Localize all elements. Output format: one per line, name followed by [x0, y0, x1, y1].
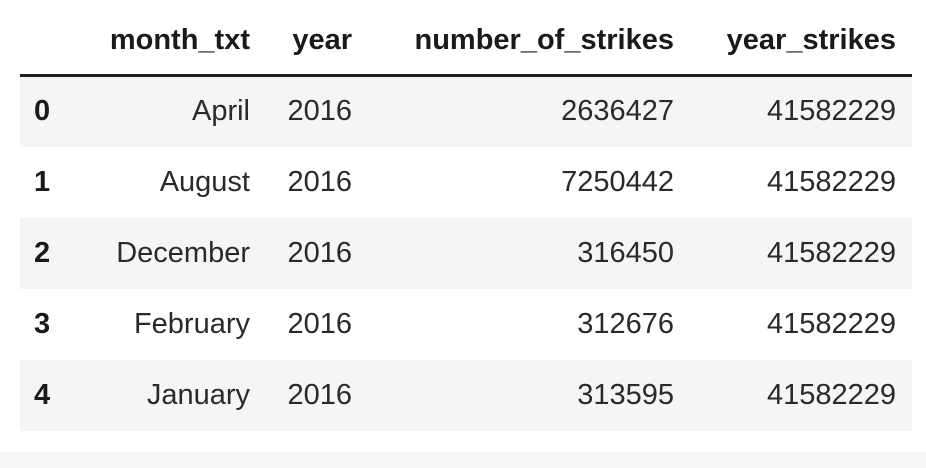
number-of-strikes-cell: 7250442 [561, 165, 674, 198]
table-row: 3 February 2016 312676 41582229 [20, 288, 912, 360]
year-cell: 2016 [287, 95, 352, 128]
column-header-number-of-strikes: number_of_strikes [368, 6, 690, 77]
year-cell: 2016 [287, 378, 352, 411]
year-cell: 2016 [287, 307, 352, 340]
month-cell: December [116, 236, 250, 269]
month-cell: February [133, 307, 250, 340]
row-index: 3 [34, 307, 51, 340]
number-of-strikes-cell: 316450 [577, 236, 674, 269]
table-row: 0 April 2016 2636427 41582229 [20, 75, 912, 147]
column-header-year: year [266, 6, 368, 77]
year-strikes-cell: 41582229 [766, 236, 896, 269]
column-header-year-strikes: year_strikes [690, 6, 912, 77]
number-of-strikes-cell: 312676 [577, 307, 674, 340]
year-strikes-cell: 41582229 [766, 95, 896, 128]
column-header-month-txt: month_txt [72, 6, 266, 77]
table-row: 1 August 2016 7250442 41582229 [20, 146, 912, 218]
table-body: 0 April 2016 2636427 41582229 1 August 2… [20, 75, 912, 431]
header-row: month_txt year number_of_strikes year_st… [20, 6, 912, 77]
year-cell: 2016 [287, 165, 352, 198]
table-header: month_txt year number_of_strikes year_st… [20, 6, 912, 77]
table-row: 2 December 2016 316450 41582229 [20, 217, 912, 289]
table-row: 4 January 2016 313595 41582229 [20, 359, 912, 431]
year-cell: 2016 [287, 236, 352, 269]
row-index: 1 [34, 165, 51, 198]
index-header [20, 6, 72, 77]
row-index: 2 [34, 236, 51, 269]
month-cell: April [191, 95, 250, 128]
number-of-strikes-cell: 313595 [577, 378, 674, 411]
number-of-strikes-cell: 2636427 [561, 95, 674, 128]
dataframe-table: month_txt year number_of_strikes year_st… [20, 6, 912, 431]
year-strikes-cell: 41582229 [766, 378, 896, 411]
output-bottom-band [0, 452, 926, 468]
row-index: 0 [34, 95, 51, 128]
year-strikes-cell: 41582229 [766, 307, 896, 340]
month-cell: January [146, 378, 250, 411]
month-cell: August [159, 165, 250, 198]
year-strikes-cell: 41582229 [766, 165, 896, 198]
row-index: 4 [34, 378, 51, 411]
